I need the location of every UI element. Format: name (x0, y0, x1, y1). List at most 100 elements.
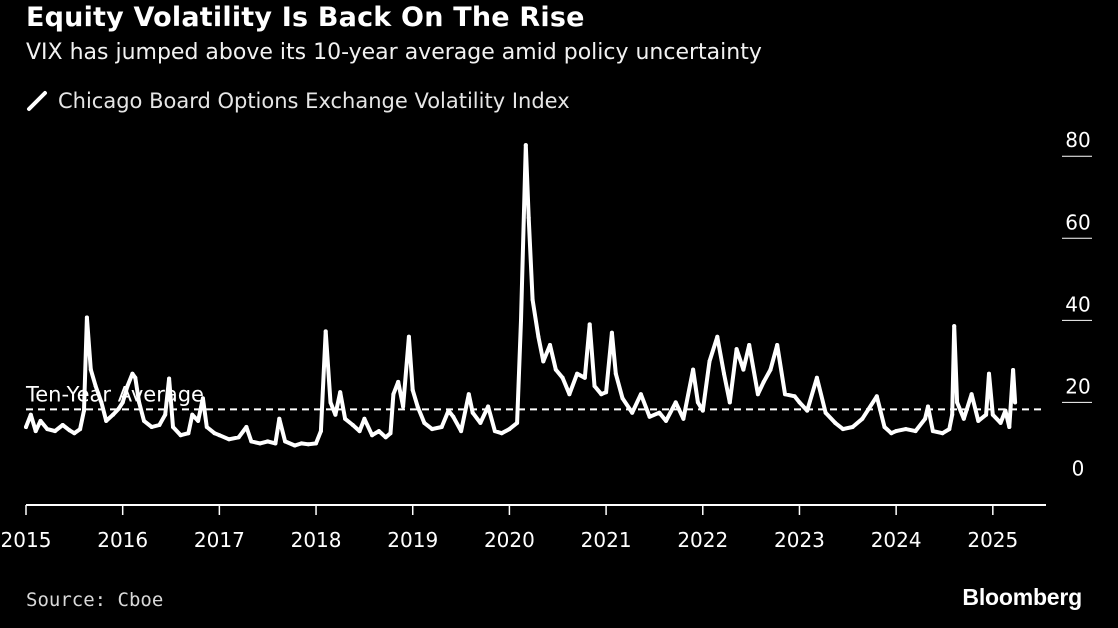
vix-data-point (707, 359, 712, 364)
vix-data-point (350, 423, 355, 427)
vix-data-point (664, 418, 668, 423)
x-tick-label: 2018 (291, 528, 342, 552)
vix-data-point (638, 392, 643, 397)
vix-data-point (200, 396, 205, 401)
vix-data-point (823, 410, 828, 415)
vix-data-point (889, 431, 894, 436)
vix-data-point (410, 388, 415, 393)
vix-data-point (72, 431, 77, 436)
chart-title: Equity Volatility Is Back On The Rise (26, 2, 585, 33)
vix-data-point (99, 400, 104, 405)
vix-data-point (587, 322, 592, 327)
vix-data-point (609, 330, 614, 335)
vix-data-point (190, 412, 195, 417)
vix-data-point (33, 429, 38, 434)
vix-data-point (137, 400, 142, 405)
y-tick-label: 20 (1065, 374, 1090, 398)
vix-data-point (78, 427, 83, 432)
vix-data-point (318, 429, 323, 434)
vix-data-point (116, 406, 121, 411)
x-tick-label: 2015 (1, 528, 52, 552)
vix-data-point (142, 418, 146, 423)
vix-data-point (459, 429, 464, 434)
vix-data-point (370, 433, 375, 438)
vix-data-point (582, 375, 587, 380)
vix-data-point (850, 425, 855, 429)
vix-data-point (575, 371, 580, 376)
vix-data-point (167, 376, 172, 381)
vix-data-point (82, 408, 86, 413)
vix-data-point (470, 410, 475, 415)
vix-data-point (681, 416, 686, 421)
x-tick-label: 2024 (871, 528, 922, 552)
vix-data-point (913, 429, 918, 434)
vix-data-point (357, 429, 362, 434)
vix-data-point (67, 428, 72, 433)
vix-data-point (306, 442, 311, 447)
vix-data-point (950, 412, 955, 417)
vix-data-point (691, 367, 696, 372)
vix-data-point (507, 427, 512, 432)
vix-data-point (333, 412, 338, 417)
vix-data-point (755, 392, 760, 397)
vix-data-point (163, 412, 168, 417)
x-ticks (25, 505, 994, 515)
y-tick-label: 60 (1065, 210, 1090, 234)
vix-data-point (567, 392, 572, 397)
vix-data-point (60, 423, 65, 427)
x-tick-label: 2019 (387, 528, 438, 552)
vix-data-point (236, 435, 241, 440)
vix-data-point (88, 367, 93, 372)
legend-label: Chicago Board Options Exchange Volatilit… (58, 89, 570, 113)
vix-data-point (657, 410, 662, 415)
vix-data-point (722, 371, 726, 376)
vix-data-point (952, 324, 957, 329)
vix-data-point (882, 425, 887, 429)
chart-subtitle: VIX has jumped above its 10-year average… (26, 40, 762, 65)
legend: Chicago Board Options Exchange Volatilit… (26, 89, 570, 113)
vix-data-point (362, 416, 367, 421)
vix-data-point (969, 392, 974, 397)
vix-data-point (273, 441, 278, 446)
vix-data-point (814, 375, 819, 380)
vix-data-point (53, 429, 57, 434)
vix-data-point (186, 431, 191, 436)
vix-data-point (841, 427, 845, 432)
x-tick-label: 2021 (581, 528, 632, 552)
vix-data-point (204, 425, 209, 429)
vix-data-point (84, 315, 89, 320)
vix-data-point (486, 404, 491, 409)
vix-data-point (38, 418, 43, 423)
vix-data-points (24, 143, 1018, 448)
y-tick-label: 80 (1065, 128, 1090, 152)
vix-data-point (212, 431, 217, 436)
y-gridlines (1062, 155, 1092, 403)
vix-data-point (976, 418, 981, 423)
vix-data-point (955, 400, 960, 405)
x-tick-label: 2016 (97, 528, 148, 552)
vix-data-point (466, 392, 471, 397)
ten-year-average-label: Ten-Year Average (25, 382, 204, 406)
vix-data-point (530, 297, 535, 302)
x-tick-label: 2025 (967, 528, 1018, 552)
vix-data-point (987, 371, 991, 376)
vix-data-point (613, 371, 618, 376)
vix-data-point (111, 412, 115, 417)
vix-data-point (292, 443, 297, 448)
vix-data-point (747, 343, 752, 347)
y-tick-labels: 0 20 40 60 80 (1065, 128, 1090, 480)
vix-data-point (998, 420, 1003, 425)
vix-data-point (903, 427, 908, 432)
vix-data-point (338, 390, 343, 395)
vix-data-point (1007, 425, 1012, 429)
vix-data-point (604, 390, 609, 395)
vix-data-point (401, 404, 406, 409)
vix-data-point (833, 420, 838, 425)
vix-data-point (727, 400, 732, 405)
vix-data-point (526, 215, 531, 220)
vix-data-point (541, 359, 546, 364)
vix-data-point (323, 329, 328, 334)
vix-data-point (149, 425, 154, 429)
vix-data-point (1013, 400, 1018, 405)
